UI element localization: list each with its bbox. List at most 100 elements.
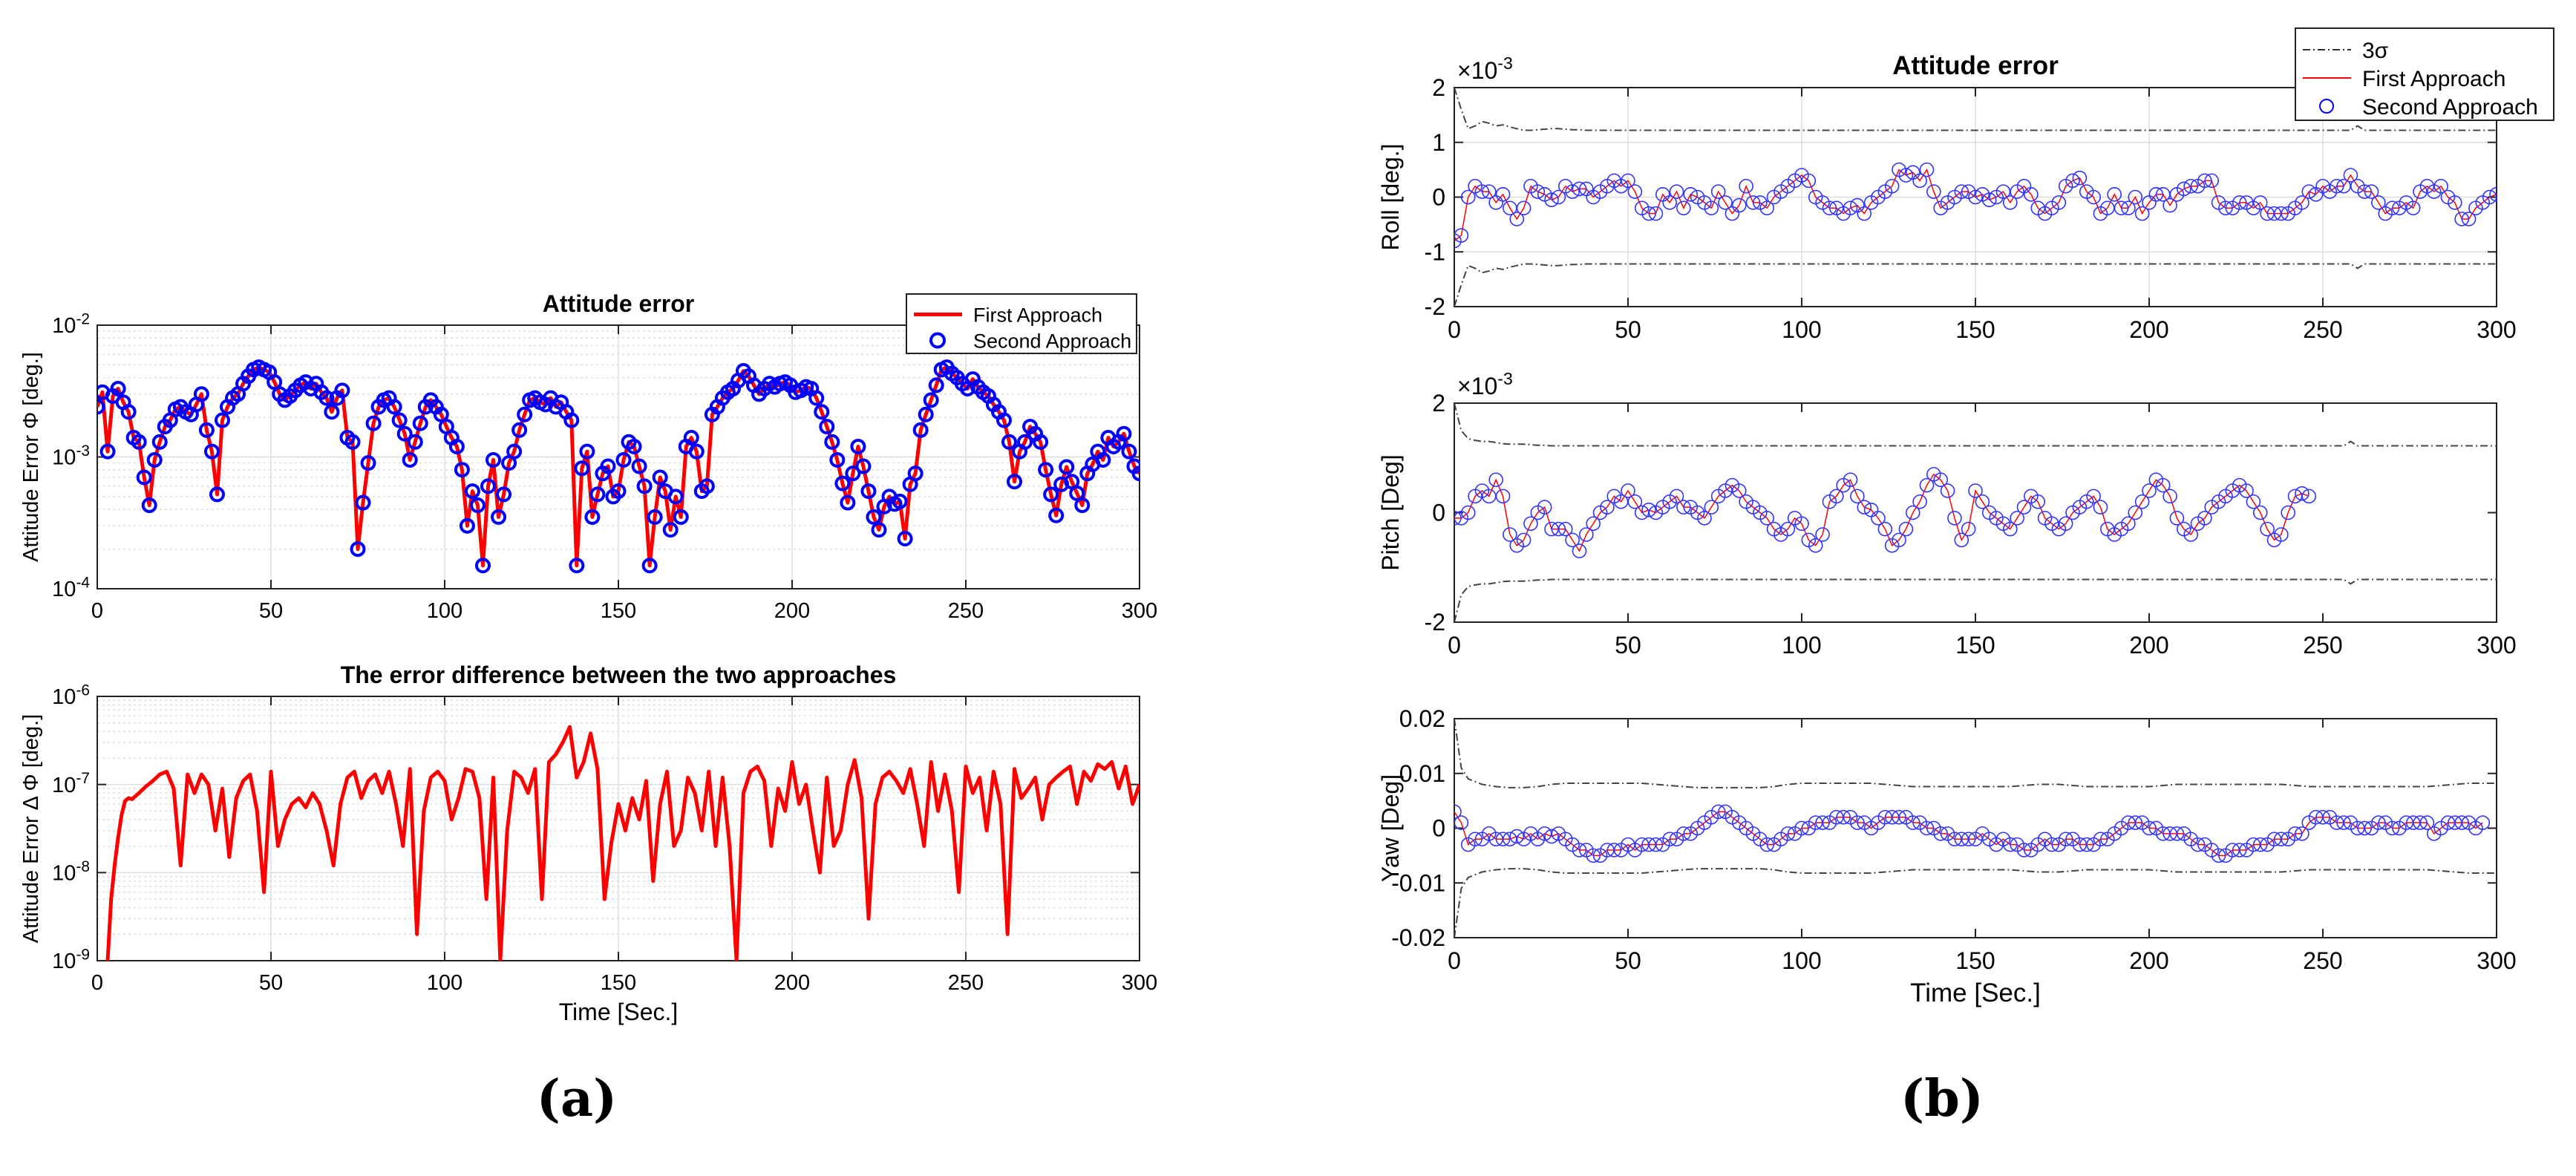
b-roll-point-second-approach	[2252, 195, 2268, 210]
a-top-point-second-approach	[579, 443, 595, 460]
b-roll-series-3-upper	[1454, 88, 2497, 131]
b-roll-exponent-label: ×10-3	[1457, 53, 1513, 84]
b-roll-point-second-approach	[1495, 187, 1511, 202]
a-top-point-second-approach	[1033, 434, 1049, 450]
a-top-xtick-label: 50	[259, 599, 283, 623]
a-top-point-second-approach	[1038, 462, 1054, 478]
b-pitch-point-second-approach	[1537, 500, 1552, 514]
b-yaw-point-second-approach	[2287, 826, 2303, 841]
b-pitch-point-second-approach	[2121, 516, 2136, 532]
b-roll-point-second-approach	[2461, 212, 2477, 226]
a-top-point-second-approach	[589, 486, 606, 503]
a-top-point-second-approach	[480, 478, 496, 494]
b-pitch-point-second-approach	[2093, 500, 2108, 514]
b-roll-point-second-approach	[1627, 184, 1643, 199]
b-roll-point-second-approach	[2448, 195, 2462, 210]
a-top-point-second-approach	[474, 558, 491, 574]
b-yaw-point-second-approach	[1815, 815, 1830, 830]
b-roll-point-second-approach	[2364, 184, 2379, 199]
b-pitch-point-second-approach	[1829, 489, 1844, 504]
a-top-point-second-approach	[808, 390, 825, 406]
b-roll-point-second-approach	[1454, 233, 1462, 249]
b-roll-point-second-approach	[1954, 184, 1969, 199]
a-top-point-second-approach	[845, 466, 861, 482]
b-pitch-point-second-approach	[2252, 505, 2268, 520]
b-pitch-point-second-approach	[1551, 521, 1566, 537]
b-yaw-point-second-approach	[2357, 820, 2372, 836]
a-top-point-second-approach	[1116, 425, 1132, 442]
b-pitch-point-second-approach	[2142, 483, 2157, 498]
b-yaw-point-second-approach	[1586, 848, 1601, 863]
b-roll-point-second-approach	[2107, 187, 2122, 202]
b-roll-point-second-approach	[1565, 184, 1580, 199]
b-pitch-ylabel: Pitch [Deg]	[1377, 454, 1404, 571]
b-yaw-xtick-label: 0	[1448, 947, 1461, 974]
b-yaw-xtick-label: 300	[2477, 947, 2516, 974]
b-yaw-ytick-label: -0.01	[1391, 869, 1445, 896]
b-yaw-point-second-approach	[2419, 815, 2435, 830]
b-roll-point-second-approach	[2065, 173, 2080, 189]
b-pitch-xtick-label: 250	[2303, 632, 2342, 659]
a-top-legend-swatch-second-approach	[929, 332, 946, 349]
b-pitch-point-second-approach	[2274, 527, 2289, 542]
b-pitch-point-second-approach	[1641, 503, 1656, 517]
b-pitch-point-second-approach	[1488, 472, 1503, 488]
b-pitch-point-second-approach	[2163, 489, 2177, 504]
a-top-xtick-label: 100	[427, 599, 462, 623]
b-pitch-point-second-approach	[1572, 543, 1587, 558]
b-yaw-point-second-approach	[1454, 815, 1469, 830]
b-roll-point-second-approach	[1857, 206, 1872, 221]
a-top-point-second-approach	[814, 404, 830, 420]
b-roll-point-second-approach	[1926, 184, 1941, 199]
b-roll-point-second-approach	[1843, 200, 1858, 216]
a-bottom-xtick-label: 300	[1122, 971, 1157, 995]
b-roll-ytick-label: -2	[1425, 293, 1445, 320]
b-pitch-xtick-label: 300	[2477, 632, 2516, 659]
b-roll-point-second-approach	[2274, 206, 2289, 221]
b-yaw-point-second-approach	[1509, 829, 1525, 844]
a-top-point-second-approach	[209, 486, 225, 503]
b-yaw-point-second-approach	[1780, 826, 1796, 841]
b-pitch-point-second-approach	[2086, 489, 2101, 504]
a-top-point-second-approach	[892, 493, 908, 509]
b-pitch-point-second-approach	[1954, 532, 1969, 548]
a-top-point-second-approach	[0, 490, 7, 503]
b-pitch-point-second-approach	[1697, 511, 1712, 526]
b-yaw-point-second-approach	[1662, 832, 1677, 847]
a-top-point-second-approach	[136, 469, 152, 486]
a-bottom-title: The error difference between the two app…	[341, 662, 897, 688]
b-pitch-ytick-label: 2	[1432, 390, 1445, 416]
b-pitch-point-second-approach	[2197, 511, 2212, 526]
a-top-point-second-approach	[1001, 434, 1017, 450]
b-roll-point-second-approach	[1968, 189, 1983, 205]
a-bottom-xlabel: Time [Sec.]	[559, 999, 679, 1025]
b-pitch-point-second-approach	[1669, 489, 1684, 504]
a-top-point-second-approach	[0, 473, 7, 486]
b-yaw-xtick-label: 50	[1615, 947, 1641, 974]
b-yaw-point-second-approach	[2142, 820, 2157, 836]
b-pitch-point-second-approach	[1600, 500, 1615, 514]
b-roll-point-second-approach	[1822, 200, 1837, 216]
a-top-point-second-approach	[203, 443, 220, 460]
a-top-point-second-approach	[1048, 507, 1065, 523]
a-top-legend: First Approach Second Approach	[906, 293, 1137, 354]
a-top-point-second-approach	[464, 483, 480, 500]
b-pitch-point-second-approach	[1975, 494, 1990, 509]
b-roll-xtick-label: 200	[2129, 316, 2168, 343]
b-pitch-point-second-approach	[1454, 511, 1462, 526]
b-yaw-plot-area	[1454, 719, 2497, 938]
b-yaw-point-second-approach	[2252, 837, 2268, 852]
b-yaw-ytick-label: 0.02	[1399, 705, 1445, 732]
a-bottom-ytick-label: 10-7	[52, 770, 90, 797]
b-yaw-point-second-approach	[2058, 832, 2073, 847]
b-roll-point-second-approach	[2357, 184, 2372, 199]
b-roll-point-second-approach	[1544, 192, 1559, 207]
a-bottom-ylabel: Attitude Error Δ Φ [deg.]	[19, 714, 43, 943]
b-pitch-point-second-approach	[1759, 511, 1774, 526]
b-roll-ytick-label: 0	[1432, 184, 1445, 211]
b-roll-point-second-approach	[1745, 195, 1761, 210]
b-yaw-ytick-label: -0.02	[1391, 924, 1445, 951]
b-yaw-point-second-approach	[2315, 809, 2330, 825]
b-pitch-xtick-label: 200	[2129, 632, 2168, 659]
a-bottom-xtick-label: 150	[601, 971, 636, 995]
